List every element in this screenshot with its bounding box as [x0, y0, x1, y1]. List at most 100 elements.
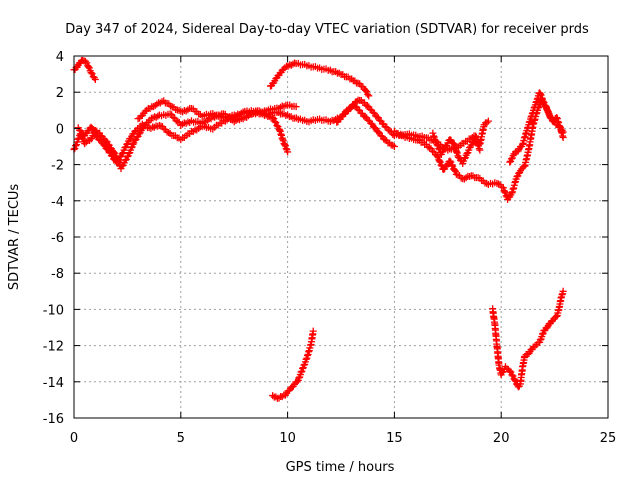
- data-point: [454, 171, 462, 179]
- data-point: [292, 103, 300, 111]
- y-tick-label: 4: [56, 50, 64, 65]
- data-point: [284, 62, 292, 70]
- y-tick-label: -16: [43, 412, 64, 427]
- grid-lines: [74, 56, 608, 418]
- data-point: [309, 327, 317, 335]
- data-point: [297, 368, 305, 376]
- data-point: [166, 110, 174, 118]
- data-point: [364, 90, 372, 98]
- data-point: [432, 137, 440, 145]
- data-point: [282, 145, 290, 153]
- data-point: [538, 94, 546, 102]
- data-point: [88, 124, 96, 132]
- y-tick-label: -6: [51, 231, 64, 246]
- data-point: [193, 126, 201, 134]
- data-point: [506, 367, 514, 375]
- data-point: [559, 287, 567, 295]
- data-point: [425, 144, 433, 152]
- series-track-6: [267, 59, 373, 100]
- data-point: [269, 392, 277, 400]
- data-point: [169, 113, 177, 121]
- x-tick-label: 10: [279, 431, 296, 446]
- data-point: [501, 188, 509, 196]
- data-point: [483, 119, 491, 127]
- data-point: [87, 69, 95, 77]
- data-point: [436, 157, 444, 165]
- data-point: [127, 144, 135, 152]
- data-point: [125, 149, 133, 157]
- series-track-11: [489, 287, 567, 391]
- y-tick-label: -2: [51, 159, 64, 174]
- data-point: [284, 111, 292, 119]
- data-point: [123, 153, 131, 161]
- data-point: [484, 117, 492, 125]
- data-point: [299, 364, 307, 372]
- series-track-8: [429, 129, 484, 167]
- data-point: [174, 118, 182, 126]
- data-point: [429, 147, 437, 155]
- y-axis-label: SDTVAR / TECUs: [7, 184, 22, 291]
- data-point: [448, 161, 456, 169]
- data-point: [81, 140, 89, 148]
- data-point: [90, 128, 98, 136]
- data-point: [539, 98, 547, 106]
- x-tick-label: 25: [600, 431, 617, 446]
- y-tick-label: -14: [43, 376, 64, 391]
- data-point: [275, 394, 283, 402]
- data-point: [275, 108, 283, 116]
- data-point: [300, 361, 308, 369]
- data-point: [452, 170, 460, 178]
- x-tick-label: 5: [177, 431, 185, 446]
- data-point: [390, 143, 398, 150]
- data-point: [121, 156, 129, 164]
- y-tick-label: 2: [56, 86, 64, 101]
- data-point: [357, 82, 365, 90]
- y-tick-label: -8: [51, 267, 64, 282]
- data-point: [389, 141, 397, 149]
- data-point: [369, 108, 377, 116]
- x-tick-label: 0: [70, 431, 78, 446]
- data-series: [70, 56, 567, 402]
- data-point: [293, 114, 300, 122]
- y-tick-label: -4: [51, 195, 64, 210]
- data-point: [82, 138, 90, 146]
- data-point: [72, 142, 80, 150]
- data-point: [85, 63, 93, 71]
- data-point: [293, 378, 301, 386]
- data-point: [451, 166, 459, 174]
- data-point: [91, 76, 99, 84]
- data-point: [493, 179, 501, 187]
- data-point: [381, 123, 389, 131]
- data-point: [281, 64, 289, 72]
- data-point: [273, 121, 281, 129]
- data-point: [110, 148, 118, 156]
- series-track-10: [269, 327, 317, 402]
- data-point: [511, 376, 519, 384]
- data-point: [544, 108, 552, 116]
- data-point: [376, 116, 384, 124]
- data-point: [559, 133, 567, 141]
- x-axis-label: GPS time / hours: [286, 460, 395, 475]
- series-track-9: [506, 89, 567, 166]
- series-track-5: [333, 102, 398, 150]
- data-point: [542, 103, 550, 111]
- data-point: [446, 157, 454, 165]
- data-point: [362, 86, 370, 94]
- data-point: [495, 180, 503, 188]
- x-tick-label: 20: [493, 431, 510, 446]
- data-point: [437, 161, 445, 169]
- data-point: [430, 132, 438, 140]
- data-point: [81, 57, 89, 65]
- data-point: [287, 113, 295, 121]
- data-point: [433, 141, 441, 149]
- data-point: [302, 355, 310, 363]
- data-point: [365, 92, 373, 100]
- data-point: [279, 65, 287, 73]
- data-point: [538, 330, 546, 338]
- data-point: [284, 148, 292, 156]
- data-point: [374, 128, 382, 136]
- data-point: [449, 139, 457, 147]
- data-point: [354, 79, 362, 87]
- data-point: [373, 113, 381, 121]
- data-point: [271, 118, 279, 126]
